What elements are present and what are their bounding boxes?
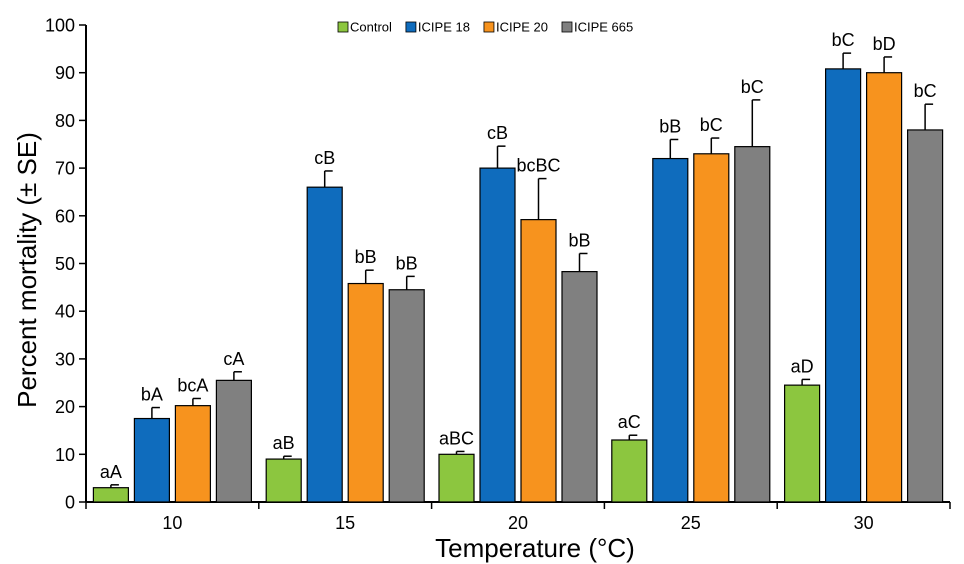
bar — [520, 219, 557, 503]
x-tick-label: 15 — [335, 513, 355, 533]
bar — [652, 157, 689, 503]
significance-label: aD — [791, 356, 814, 376]
y-tick-label: 0 — [65, 493, 75, 513]
y-tick-label: 50 — [55, 254, 75, 274]
significance-label: bB — [396, 253, 418, 273]
bar — [824, 68, 862, 503]
x-tick-label: 20 — [508, 513, 528, 533]
bar — [306, 186, 343, 503]
bar — [388, 289, 425, 503]
y-axis-label: Percent mortality (± SE) — [12, 132, 42, 408]
y-axis: 0 10 20 30 40 50 60 70 80 90 100 — [45, 16, 87, 513]
bar — [265, 458, 302, 503]
x-tick-label: 30 — [854, 513, 874, 533]
significance-label: bD — [873, 34, 896, 54]
bar — [438, 453, 475, 503]
bar — [479, 167, 516, 503]
significance-label: bC — [700, 115, 723, 135]
legend-swatch — [337, 21, 349, 33]
bar — [133, 417, 170, 503]
bar — [865, 72, 903, 503]
y-tick-label: 40 — [55, 302, 75, 322]
y-tick-label: 60 — [55, 206, 75, 226]
bar — [734, 146, 771, 503]
significance-label: aC — [618, 412, 641, 432]
significance-label: bB — [568, 230, 590, 250]
x-tick-label: 10 — [162, 513, 182, 533]
legend: Control ICIPE 18 ICIPE 20 ICIPE 665 — [337, 20, 633, 35]
y-tick-label: 30 — [55, 349, 75, 369]
y-tick-label: 100 — [45, 16, 75, 36]
bar — [215, 379, 252, 503]
x-tick-label: 25 — [681, 513, 701, 533]
significance-label: bC — [832, 30, 855, 50]
y-tick-label: 70 — [55, 159, 75, 179]
bar — [783, 384, 821, 503]
bar — [92, 487, 130, 503]
significance-label: bB — [659, 116, 681, 136]
y-tick-label: 80 — [55, 111, 75, 131]
bar — [174, 405, 211, 503]
x-axis-label: Temperature (°C) — [435, 533, 635, 563]
x-axis: 10 15 20 25 30 — [85, 501, 951, 533]
significance-label: cA — [223, 349, 244, 369]
bar — [906, 129, 944, 503]
legend-swatch — [405, 21, 417, 33]
y-tick-label: 10 — [55, 445, 75, 465]
legend-label: ICIPE 18 — [418, 20, 470, 35]
significance-label: bcBC — [516, 156, 560, 176]
significance-label: aA — [100, 462, 122, 482]
bar — [561, 271, 598, 503]
significance-label: cB — [314, 148, 335, 168]
significance-label: aBC — [439, 428, 474, 448]
bar — [693, 153, 730, 503]
significance-label: cB — [487, 123, 508, 143]
significance-label: bB — [355, 247, 377, 267]
bars: aA bA bcA cA aB cB bB bB aBC cB bcBC bB aC bB bC bC aD bC… — [92, 30, 944, 503]
y-tick-label: 90 — [55, 63, 75, 83]
significance-label: bC — [741, 77, 764, 97]
significance-label: bcA — [177, 375, 208, 395]
legend-label: ICIPE 20 — [496, 20, 548, 35]
legend-label: Control — [350, 20, 392, 35]
legend-swatch — [561, 21, 573, 33]
significance-label: bA — [141, 385, 163, 405]
legend-label: ICIPE 665 — [574, 20, 633, 35]
bar — [611, 439, 648, 503]
y-tick-label: 20 — [55, 397, 75, 417]
legend-swatch — [483, 21, 495, 33]
bar — [347, 282, 384, 503]
significance-label: bC — [914, 81, 937, 101]
significance-label: aB — [273, 433, 295, 453]
